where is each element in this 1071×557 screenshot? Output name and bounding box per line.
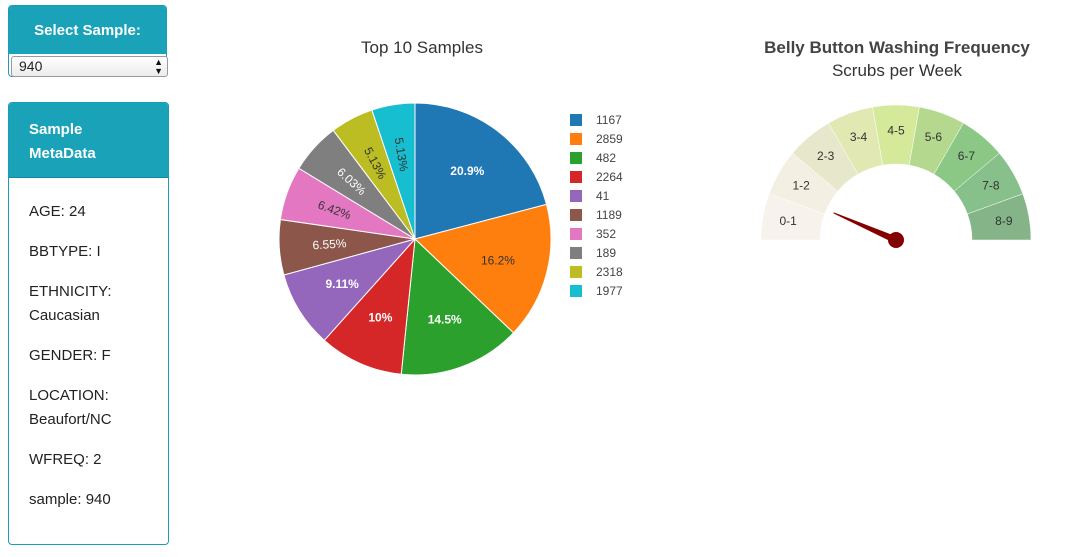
pie-slice-482[interactable] [400, 237, 515, 376]
metadata-row: GENDER: F [29, 347, 111, 364]
gauge-segment-label: 7-8 [982, 178, 1000, 192]
pie-slice-41[interactable] [283, 238, 417, 342]
pie-value-label: 5.13% [392, 137, 411, 173]
pie-chart: 20.9%16.2%14.5%10%9.11%6.55%6.42%6.03%5.… [278, 102, 623, 376]
metadata-row: WFREQ: 2 [29, 451, 102, 468]
sample-select[interactable]: 940 ▲ ▼ [11, 56, 168, 77]
legend-label: 352 [596, 227, 616, 241]
metadata-list: AGE: 24 BBTYPE: I ETHNICITY: Caucasian G… [9, 178, 168, 512]
metadata-heading-line2: MetaData [29, 145, 96, 162]
legend-label: 1189 [596, 208, 622, 222]
legend-label: 41 [596, 189, 610, 203]
legend-label: 2264 [596, 170, 623, 184]
gauge-segment-label: 8-9 [995, 214, 1013, 228]
gauge-segment-label: 3-4 [850, 130, 868, 144]
legend-swatch[interactable] [570, 152, 582, 164]
metadata-row: BBTYPE: I [29, 243, 101, 260]
metadata-row: LOCATION: Beaufort/NC [29, 387, 112, 428]
legend-swatch[interactable] [570, 190, 582, 202]
pie-chart-title: Top 10 Samples [361, 38, 483, 57]
selector-heading: Select Sample: [9, 6, 166, 54]
pie-value-label: 16.2% [481, 253, 515, 267]
pie-value-label: 14.5% [428, 312, 462, 326]
legend-label: 2859 [596, 132, 623, 146]
pie-slice-1977[interactable] [371, 102, 416, 240]
gauge-segment-label: 1-2 [792, 178, 810, 192]
sample-select-value: 940 [19, 58, 43, 74]
gauge-title: Belly Button Washing Frequency [764, 38, 1030, 57]
metadata-panel: Sample MetaData AGE: 24 BBTYPE: I ETHNIC… [8, 102, 169, 545]
pie-value-label: 10% [368, 310, 392, 324]
pie-slice-1167[interactable] [414, 102, 548, 240]
gauge-segment-label: 0-1 [779, 214, 797, 228]
legend-swatch[interactable] [570, 114, 582, 126]
legend-label: 189 [596, 246, 616, 260]
metadata-row: AGE: 24 [29, 203, 86, 220]
gauge-segment-8-9[interactable] [967, 193, 1032, 241]
gauge-segment-label: 4-5 [887, 124, 905, 138]
legend-swatch[interactable] [570, 266, 582, 278]
pie-value-label: 9.11% [325, 277, 359, 291]
pie-slice-2264[interactable] [323, 237, 416, 375]
legend-swatch[interactable] [570, 133, 582, 145]
gauge-segment-label: 6-7 [958, 149, 976, 163]
legend-label: 1977 [596, 284, 623, 298]
sample-selector-panel: Select Sample: 940 ▲ ▼ [8, 5, 168, 77]
legend-swatch[interactable] [570, 228, 582, 240]
pie-value-label: 6.55% [312, 236, 347, 252]
gauge-chart: 0-1 1-2 2-3 3-4 4-5 5-6 6-7 7-8 8-9 [760, 104, 1032, 248]
gauge-subtitle: Scrubs per Week [831, 61, 963, 80]
legend-label: 2318 [596, 265, 623, 279]
gauge-segment-label: 5-6 [925, 130, 943, 144]
gauge-needle [833, 212, 898, 244]
gauge-needle-hub [888, 232, 904, 248]
metadata-row: sample: 940 [29, 491, 111, 508]
legend-label: 1167 [596, 113, 622, 127]
metadata-heading-line1: Sample [29, 121, 83, 138]
legend-swatch[interactable] [570, 209, 582, 221]
pie-slice-2859[interactable] [414, 203, 552, 334]
legend-label: 482 [596, 151, 616, 165]
pie-value-label: 20.9% [450, 164, 484, 178]
metadata-heading: Sample MetaData [9, 103, 168, 178]
legend-swatch[interactable] [570, 171, 582, 183]
legend-swatch[interactable] [570, 285, 582, 297]
gauge-segment-label: 2-3 [817, 149, 835, 163]
select-arrows-icon: ▲ ▼ [154, 57, 163, 76]
metadata-row: ETHNICITY: Caucasian [29, 283, 112, 324]
legend-swatch[interactable] [570, 247, 582, 259]
